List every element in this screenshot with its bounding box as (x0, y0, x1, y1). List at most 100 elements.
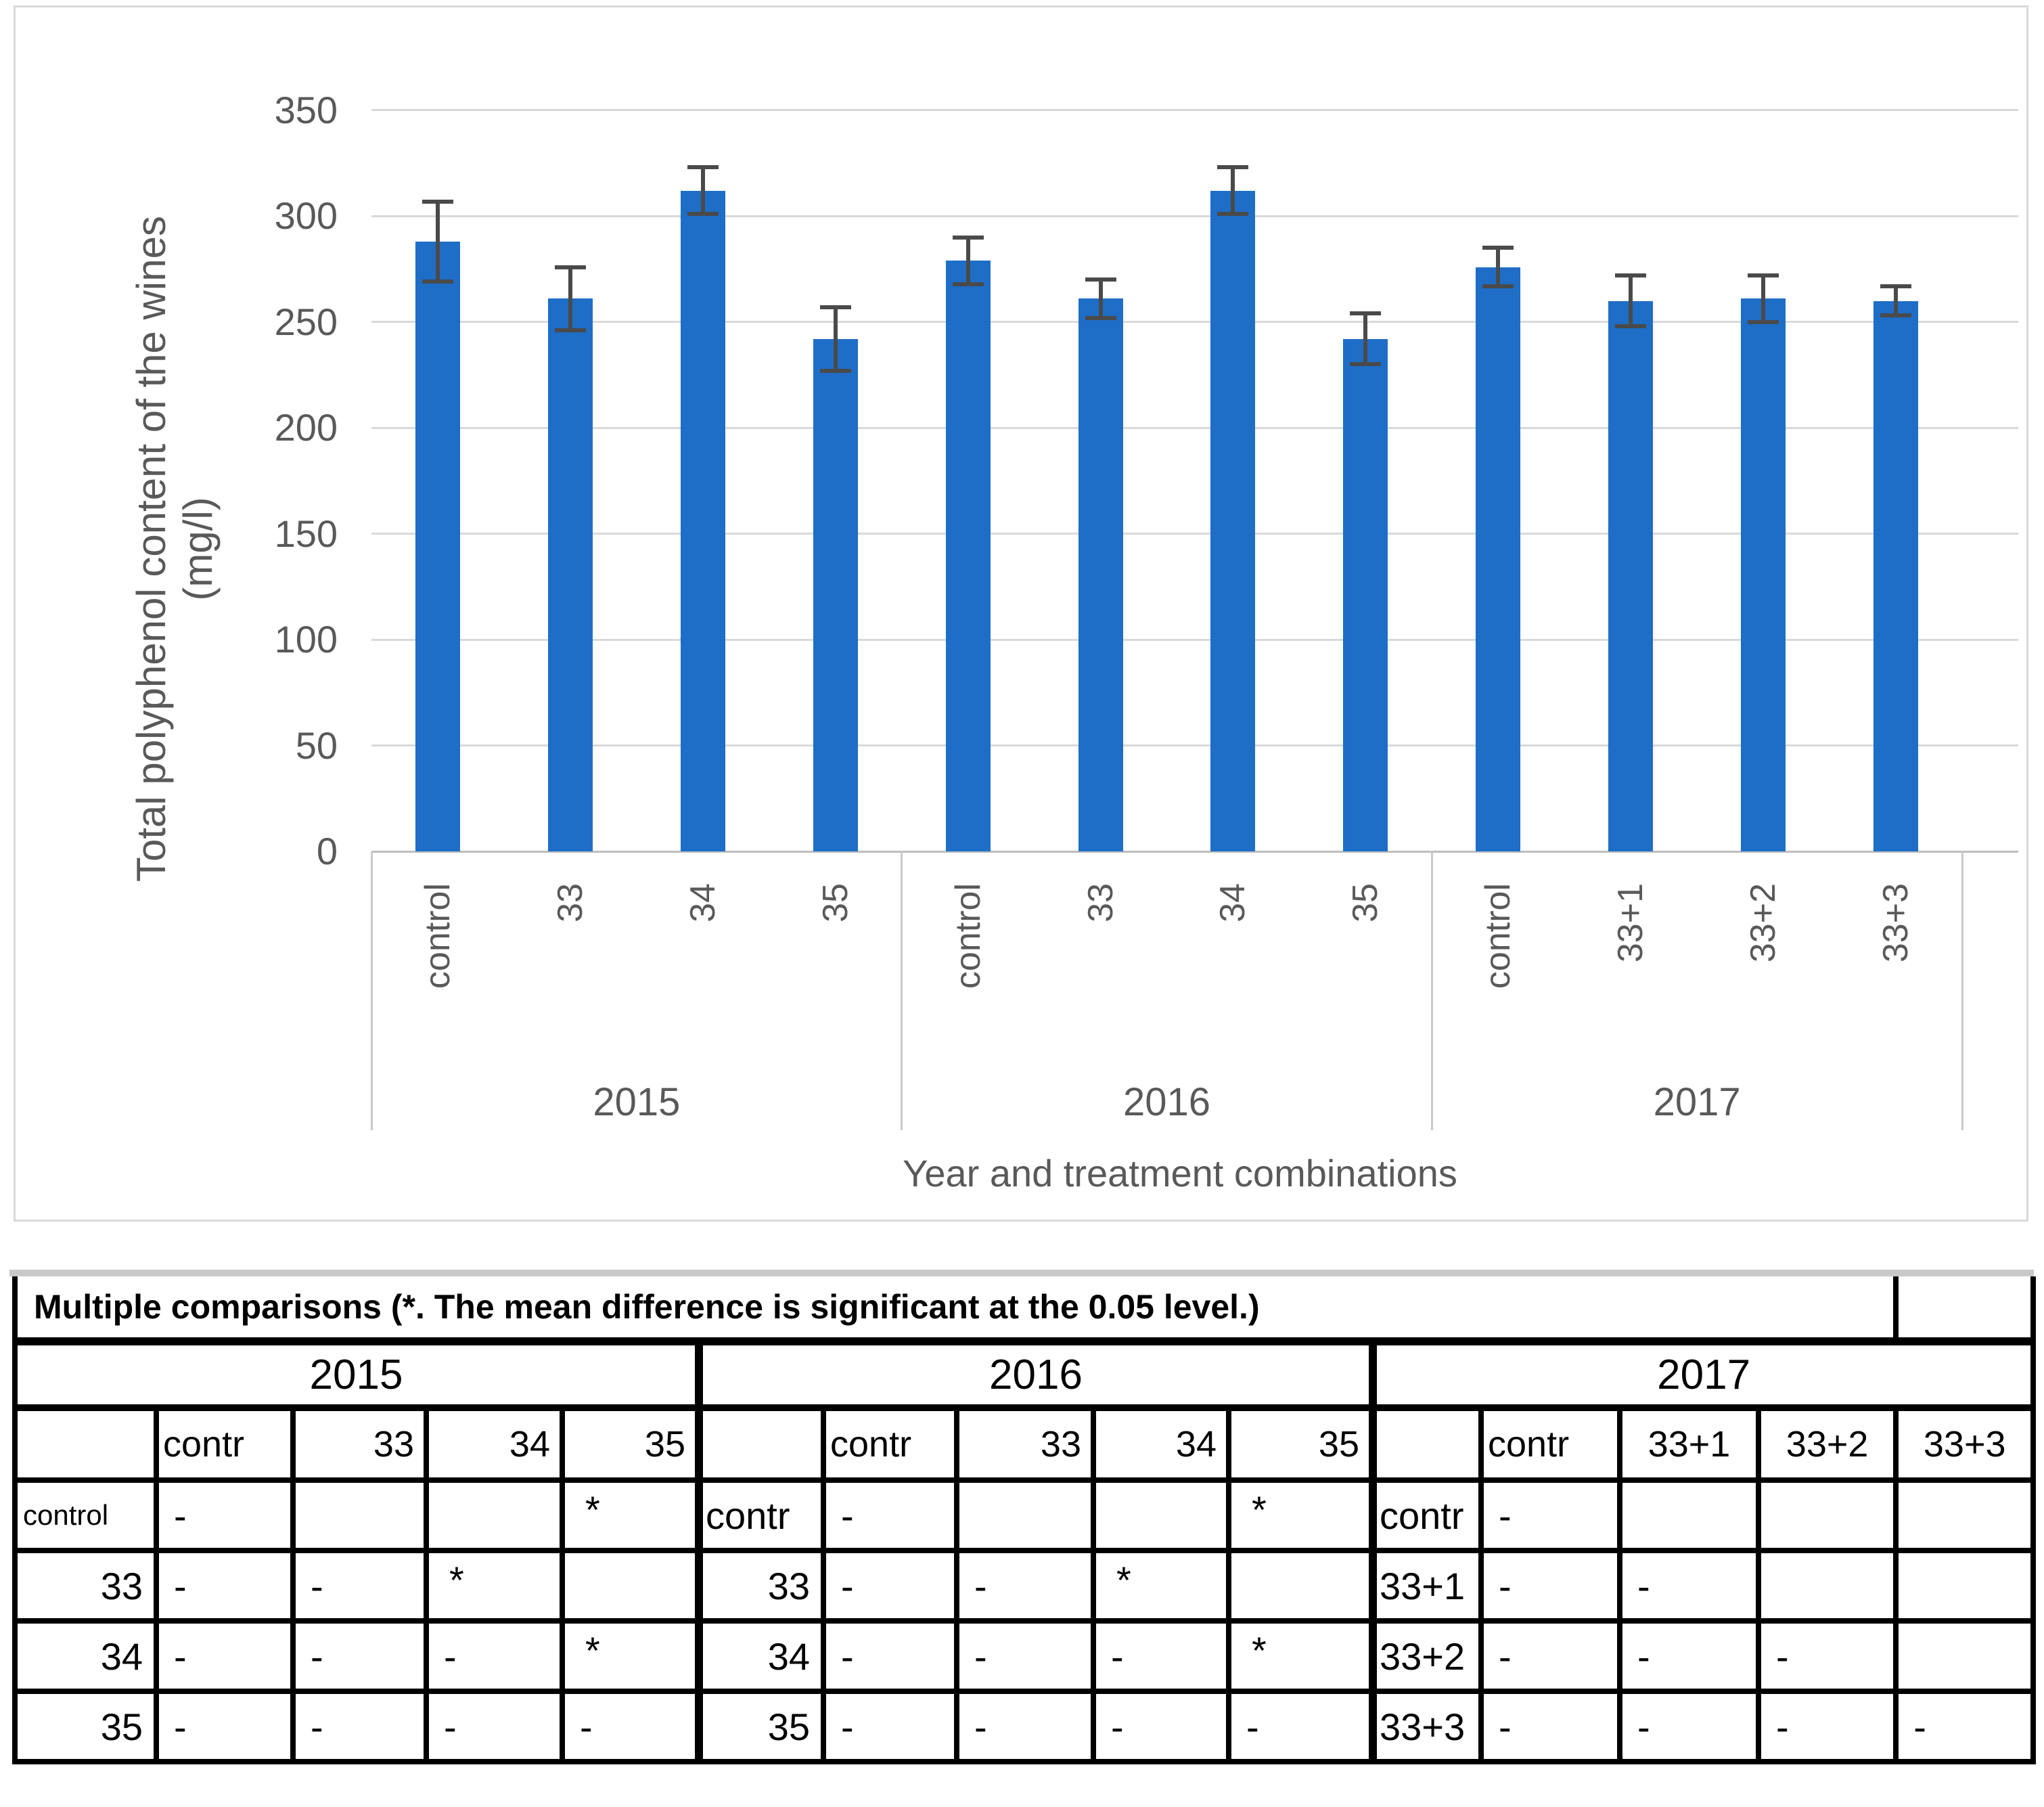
error-bar-line (1761, 275, 1766, 322)
subheader-2015-33: 33 (290, 1405, 429, 1483)
subheader-2017-33+3: 33+3 (1893, 1405, 2037, 1483)
year-divider (1961, 851, 1963, 1130)
error-bar-cap (952, 235, 984, 240)
cell-2016-33-35 (1226, 1548, 1376, 1624)
cell-2017-33+1-33+3 (1893, 1548, 2037, 1624)
error-bar-cap (422, 280, 453, 284)
subheader-2016-contr: contr (821, 1405, 959, 1483)
row-label-2015-34: 34 (12, 1618, 159, 1694)
cell-2016-35-34: - (1091, 1689, 1231, 1764)
y-tick-label: 50 (295, 723, 338, 767)
error-bar-cap (687, 165, 719, 170)
bar-2015-34 (680, 190, 725, 851)
row-label-2016-34: 34 (695, 1618, 826, 1694)
gridline (371, 638, 2018, 641)
error-bar-cap (422, 199, 453, 204)
y-tick-label: 0 (316, 830, 338, 872)
gridline (371, 109, 2018, 112)
plot-area: 0 50 100 150 200 250 300 350 control 33 34 35 contro… (16, 7, 2030, 1224)
cell-2015-control-35: * (560, 1477, 702, 1553)
cell-2016-34-contr: - (821, 1618, 959, 1694)
cell-2017-33+1-33+2 (1755, 1548, 1899, 1624)
x-category-label: control (1478, 883, 1518, 989)
cell-2016-33-contr: - (821, 1548, 959, 1624)
year-label-2016: 2016 (1122, 1080, 1211, 1124)
error-bar-line (568, 267, 572, 331)
table-year-header-2016: 2016 (695, 1339, 1376, 1411)
cell-2017-33+2-contr: - (1478, 1618, 1622, 1694)
year-divider (901, 851, 903, 1130)
cell-2016-34-33: - (954, 1618, 1096, 1694)
subheader-2015-35: 35 (560, 1405, 702, 1483)
error-bar-cap (819, 305, 851, 309)
year-divider (1430, 851, 1433, 1130)
error-bar-line (1098, 280, 1103, 318)
cell-2016-33-33: - (954, 1548, 1096, 1624)
subheader-2017-33+1: 33+1 (1617, 1405, 1761, 1483)
error-bar-cap (1217, 212, 1249, 217)
cell-2016-34-34: - (1091, 1618, 1231, 1694)
error-bar-line (700, 167, 705, 215)
table-year-header-2015: 2015 (12, 1339, 702, 1411)
error-bar-line (1363, 313, 1368, 365)
subheader-2017-contr: contr (1478, 1405, 1622, 1483)
gridline (371, 533, 2018, 535)
cell-2015-33-contr: - (154, 1548, 296, 1624)
year-label-2017: 2017 (1653, 1080, 1741, 1124)
cell-2016-35-33: - (954, 1689, 1096, 1764)
x-category-label: 34 (683, 883, 723, 922)
bar-chart-panel: Total polyphenol content of the wines (m… (14, 5, 2028, 1222)
bar-2015-control (415, 241, 460, 851)
cell-2015-35-34: - (424, 1689, 565, 1764)
x-category-label: 33+1 (1611, 883, 1651, 963)
error-bar-cap (1482, 246, 1514, 250)
cell-2017-33+3-33+1: - (1617, 1689, 1761, 1764)
cell-2016-contr-contr: - (821, 1477, 959, 1553)
cell-2015-33-34: * (424, 1548, 565, 1624)
row-label-2015-33: 33 (12, 1548, 159, 1624)
error-bar-cap (1880, 284, 1912, 288)
bar-2015-35 (813, 338, 858, 851)
error-bar-line (1629, 275, 1633, 327)
error-bar-cap (1350, 362, 1382, 367)
error-bar-cap (819, 368, 851, 373)
error-bar-cap (1217, 165, 1249, 170)
y-tick-label: 250 (274, 300, 338, 343)
subheader-2015-contr: contr (154, 1405, 296, 1483)
cell-2017-33+3-33+3: - (1893, 1689, 2037, 1764)
cell-2015-34-33: - (290, 1618, 429, 1694)
error-bar-cap (1615, 324, 1647, 329)
gridline (371, 321, 2018, 324)
error-bar-cap (1482, 284, 1514, 288)
cell-2017-contr-33+3 (1893, 1477, 2037, 1553)
cell-2015-34-contr: - (154, 1618, 296, 1694)
table-title-spacer (1893, 1276, 2037, 1345)
cell-2017-33+3-33+2: - (1755, 1689, 1899, 1764)
error-bar-line (1231, 167, 1235, 215)
comparison-table: Multiple comparisons (*. The mean differ… (12, 1276, 2037, 1764)
cell-2016-35-contr: - (821, 1689, 959, 1764)
error-bar-cap (554, 328, 586, 333)
x-category-label: 33 (550, 883, 590, 922)
cell-2016-contr-35: * (1226, 1477, 1376, 1553)
subheader-blank (695, 1405, 826, 1483)
cell-2017-contr-contr: - (1478, 1477, 1622, 1553)
y-tick-label: 300 (274, 194, 338, 238)
y-tick-label: 350 (274, 88, 338, 131)
y-tick-label: 100 (274, 618, 338, 661)
year-divider (370, 851, 373, 1130)
cell-2017-33+3-contr: - (1478, 1689, 1622, 1764)
row-label-2015-control: control (12, 1477, 159, 1553)
cell-2016-35-35: - (1226, 1689, 1376, 1764)
cell-2016-contr-34 (1091, 1477, 1231, 1553)
x-axis-line (371, 850, 2018, 853)
subheader-2016-33: 33 (954, 1405, 1096, 1483)
cell-2015-33-35 (560, 1548, 702, 1624)
error-bar-line (435, 201, 440, 282)
y-tick-label: 150 (274, 512, 338, 555)
table-top-border (9, 1270, 2034, 1276)
bar-2017-33+3 (1873, 300, 1919, 851)
row-label-2016-33: 33 (695, 1548, 826, 1624)
error-bar-cap (952, 282, 984, 286)
cell-2017-33+2-33+2: - (1755, 1618, 1899, 1694)
